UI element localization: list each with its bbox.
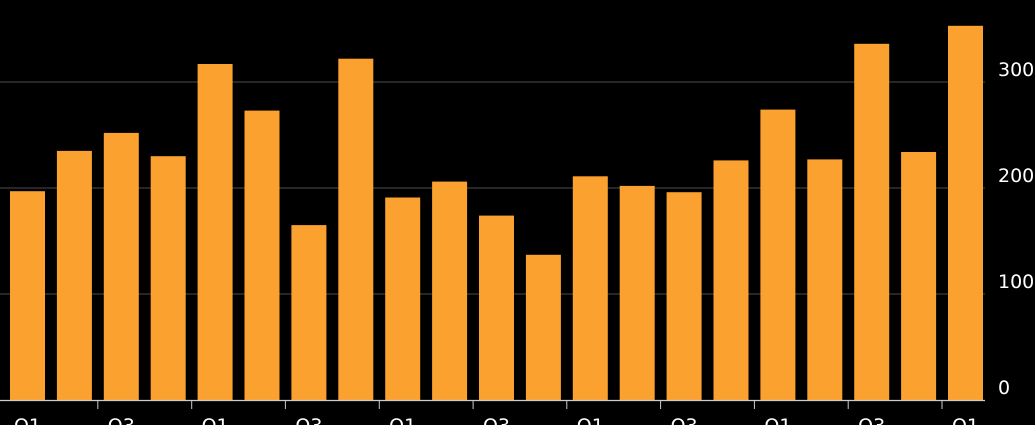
x-tick-label-9: Q1	[389, 415, 416, 425]
bar-2	[56, 150, 92, 400]
x-tick-label-3: Q3	[108, 415, 135, 425]
bar-1	[10, 191, 45, 400]
x-tick-label-5: Q1	[202, 415, 229, 425]
bar-9	[385, 197, 421, 400]
bar-17	[760, 109, 796, 400]
y-tick-label-100: 100	[998, 271, 1034, 293]
bar-7	[291, 225, 327, 400]
bar-14	[619, 185, 655, 400]
x-tick-label-11: Q3	[483, 415, 510, 425]
x-tick-label-21: Q1	[952, 415, 979, 425]
bar-8	[338, 58, 374, 400]
x-tick-label-13: Q1	[577, 415, 604, 425]
bar-4	[150, 156, 186, 400]
y-axis-tick-labels: 0 100 200 300	[998, 59, 1034, 399]
bars	[10, 25, 983, 401]
x-axis-ticks	[97, 400, 943, 409]
x-tick-label-17: Q1	[764, 415, 791, 425]
x-axis-tick-labels: Q1 Q3 Q1 Q3 Q1 Q3 Q1 Q3 Q1 Q3 Q1	[14, 415, 979, 425]
bar-5	[197, 64, 233, 400]
x-tick-label-15: Q3	[671, 415, 698, 425]
bar-15	[666, 192, 702, 400]
bar-16	[713, 160, 749, 400]
bar-6	[244, 110, 280, 400]
bar-3	[103, 132, 139, 400]
bar-19	[854, 43, 890, 401]
bar-20	[901, 152, 937, 400]
y-tick-label-200: 200	[998, 165, 1034, 187]
y-tick-label-300: 300	[998, 59, 1034, 81]
bar-11	[479, 215, 514, 400]
x-tick-label-7: Q3	[295, 415, 322, 425]
bar-10	[432, 181, 468, 400]
bar-18	[807, 159, 843, 400]
x-tick-label-19: Q3	[858, 415, 885, 425]
x-tick-label-1: Q1	[14, 415, 41, 425]
y-tick-label-0: 0	[998, 377, 1010, 399]
bar-12	[525, 254, 561, 400]
bar-13	[572, 176, 608, 400]
bar-21	[948, 25, 983, 401]
